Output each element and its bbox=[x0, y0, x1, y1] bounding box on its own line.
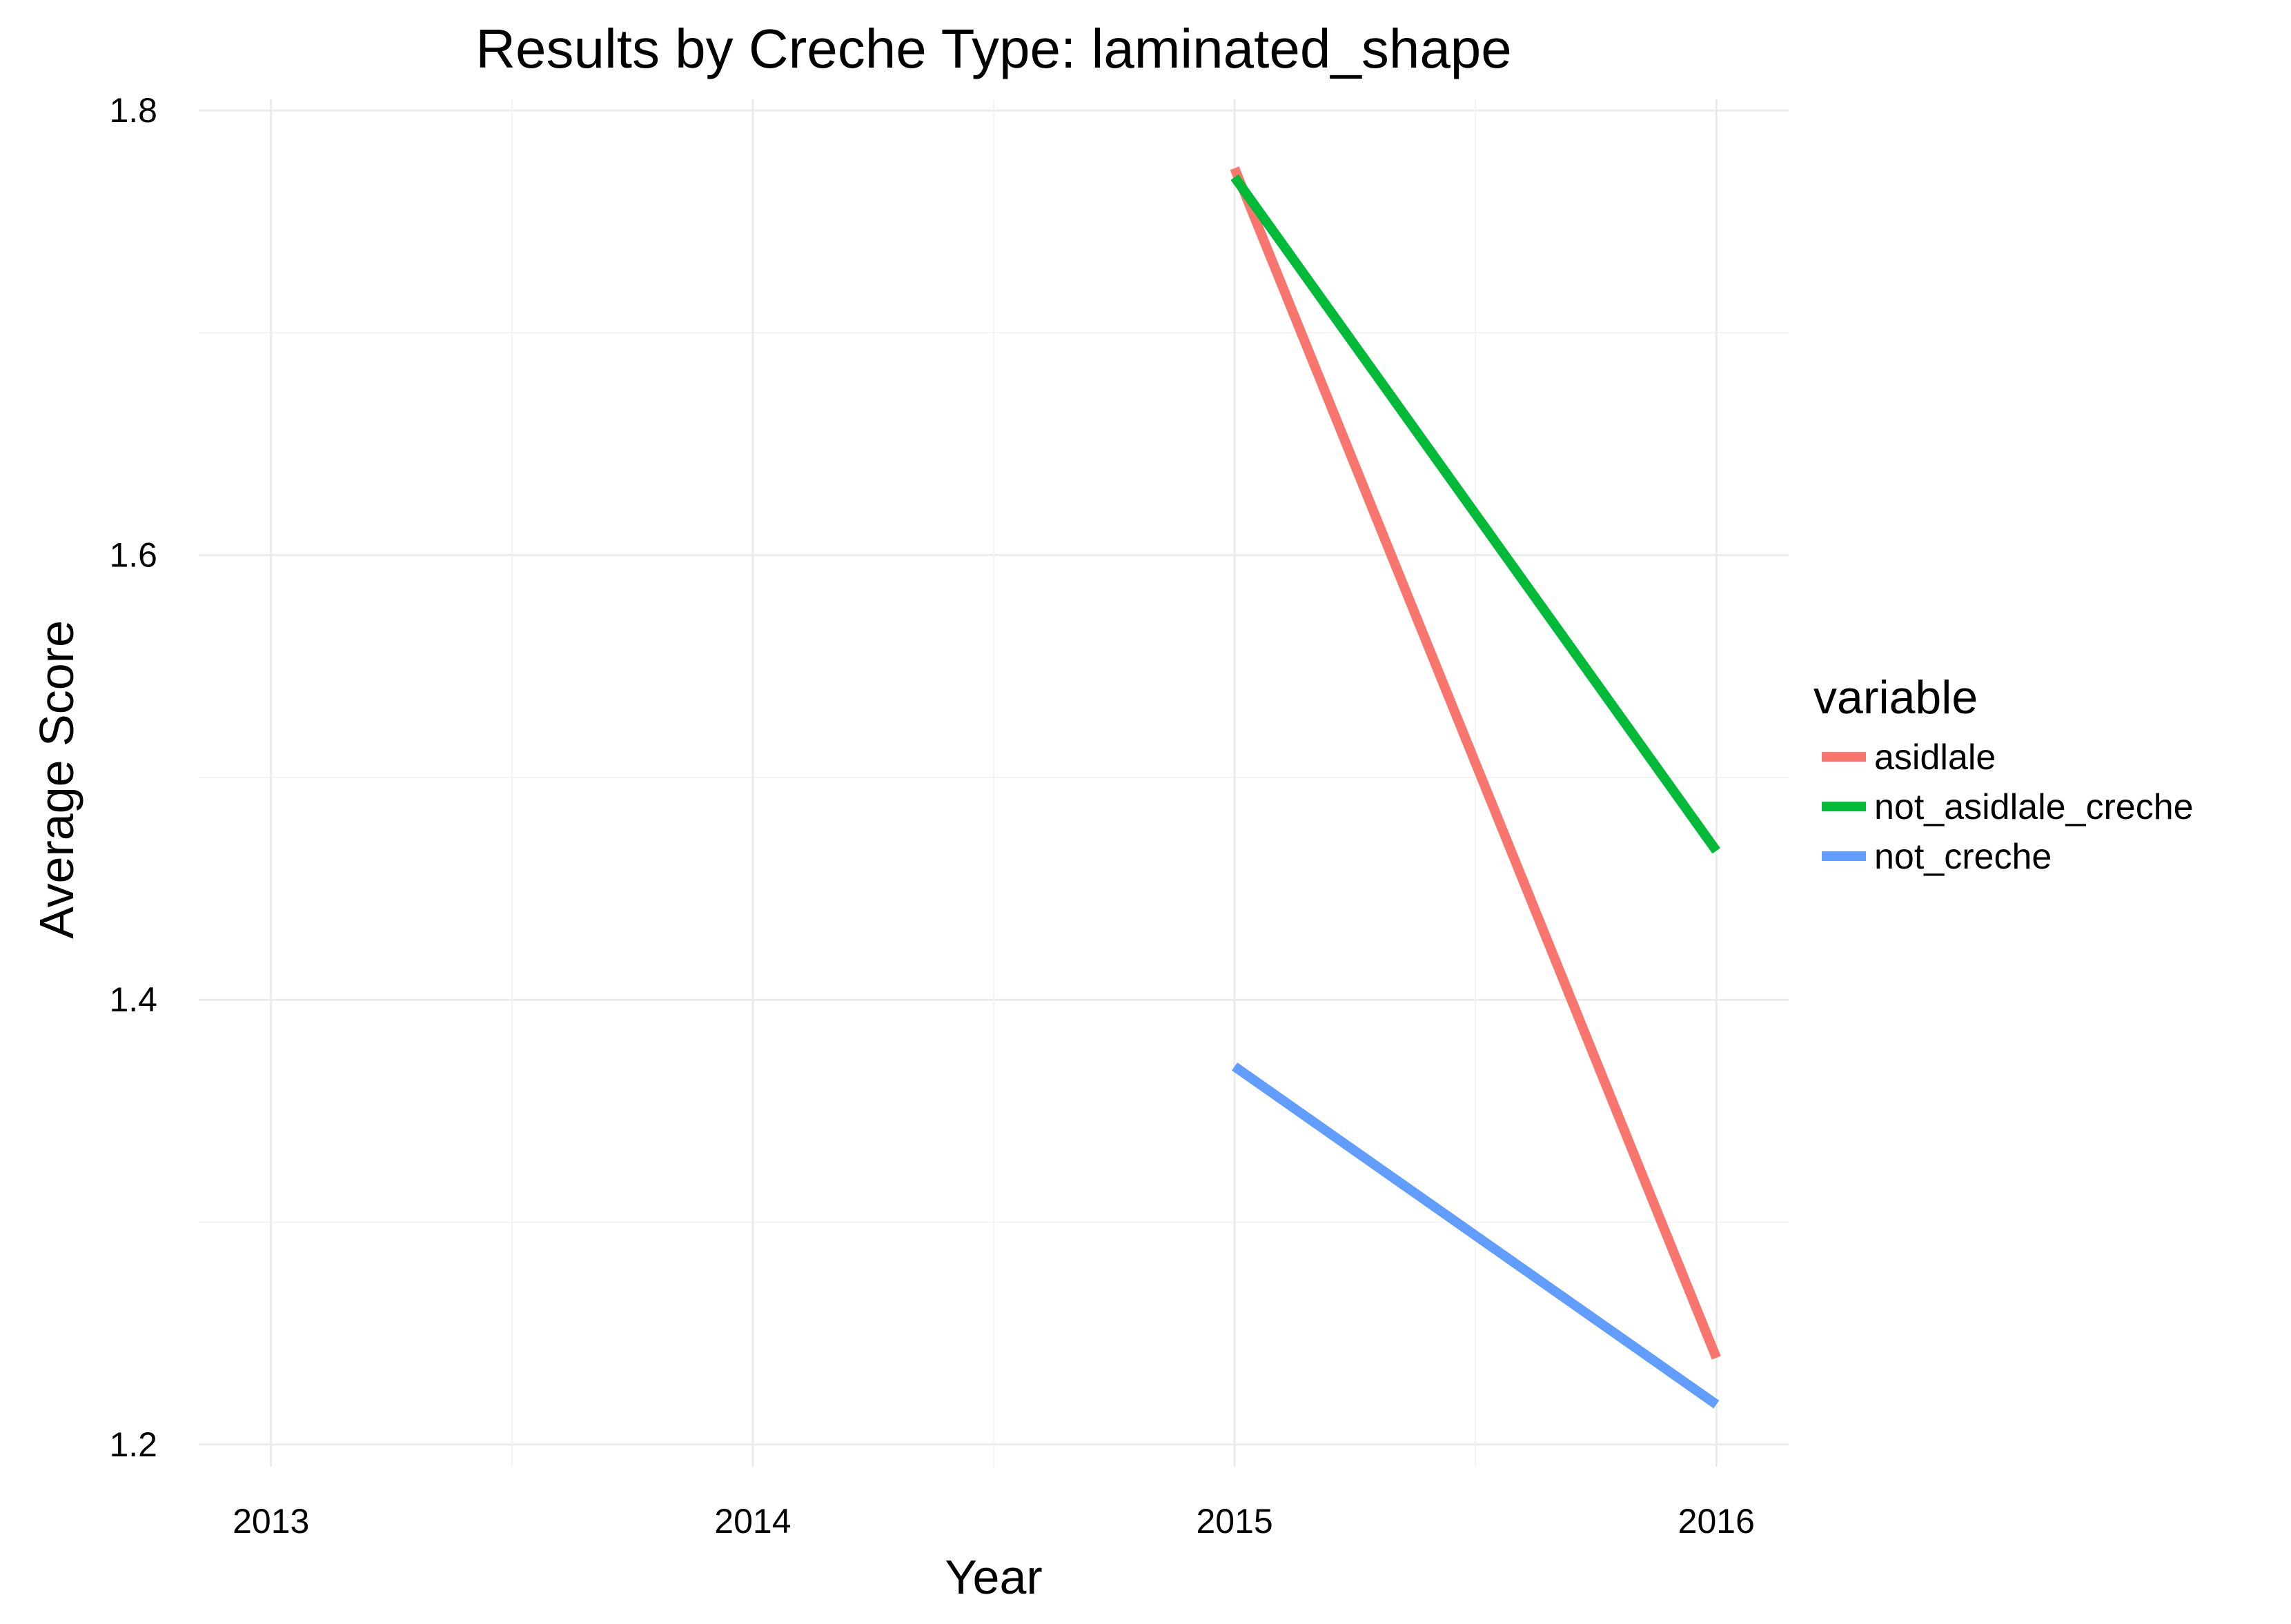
series-line-asidlale bbox=[1230, 166, 1721, 1360]
legend-title: variable bbox=[1813, 671, 1978, 724]
legend-label: not_asidlale_creche bbox=[1874, 787, 2194, 827]
y-tick-label: 1.8 bbox=[109, 91, 157, 130]
series-line-not-asidlale-creche bbox=[1230, 174, 1720, 854]
x-tick-label: 2014 bbox=[714, 1502, 791, 1541]
series-lines bbox=[1230, 166, 1721, 1409]
x-tick-label: 2013 bbox=[233, 1502, 309, 1541]
legend-items: asidlale not_asidlale_creche not_creche bbox=[1822, 737, 2194, 877]
grid bbox=[199, 99, 1789, 1467]
x-tick-label: 2016 bbox=[1678, 1502, 1755, 1541]
x-tick-label: 2015 bbox=[1196, 1502, 1272, 1541]
x-axis-title: Year bbox=[945, 1550, 1042, 1604]
y-tick-label: 1.2 bbox=[109, 1425, 157, 1464]
y-tick-label: 1.6 bbox=[109, 536, 157, 575]
legend: variable asidlale not_asidlale_creche not_… bbox=[1813, 671, 2194, 877]
legend-label: not_creche bbox=[1874, 837, 2052, 877]
y-axis-title: Average Score bbox=[30, 620, 83, 939]
chart-title: Results by Creche Type: laminated_shape bbox=[475, 18, 1512, 79]
x-axis-ticks: 2013 2014 2015 2016 bbox=[233, 1502, 1755, 1541]
y-axis-ticks: 1.2 1.4 1.6 1.8 bbox=[109, 91, 157, 1464]
legend-label: asidlale bbox=[1874, 737, 1996, 778]
series-line-not-creche bbox=[1232, 1062, 1720, 1409]
y-tick-label: 1.4 bbox=[109, 980, 157, 1019]
